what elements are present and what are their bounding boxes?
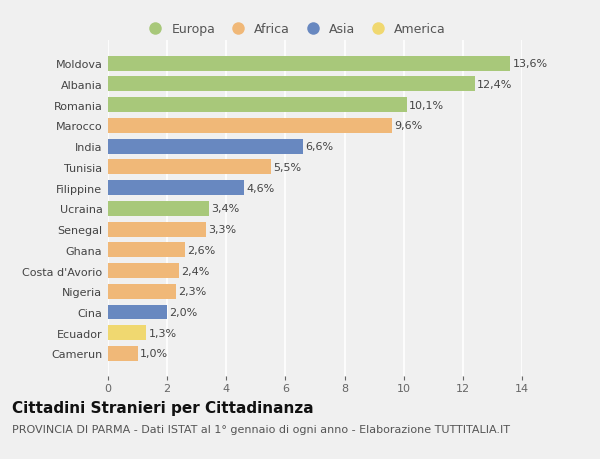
Bar [108, 56, 510, 72]
Bar [108, 243, 185, 257]
Bar [108, 98, 407, 113]
Text: 4,6%: 4,6% [247, 183, 275, 193]
Text: 9,6%: 9,6% [394, 121, 422, 131]
Text: 2,6%: 2,6% [187, 245, 215, 255]
Bar [108, 222, 206, 237]
Bar [108, 284, 176, 299]
Bar [108, 77, 475, 92]
Text: 1,3%: 1,3% [149, 328, 177, 338]
Bar [108, 160, 271, 175]
Bar [108, 346, 137, 361]
Bar [108, 325, 146, 341]
Text: 1,0%: 1,0% [140, 349, 168, 358]
Text: 2,3%: 2,3% [178, 286, 206, 297]
Text: 2,4%: 2,4% [181, 266, 210, 276]
Bar [108, 181, 244, 196]
Text: 3,4%: 3,4% [211, 204, 239, 214]
Text: 2,0%: 2,0% [170, 308, 198, 317]
Text: 12,4%: 12,4% [477, 80, 512, 90]
Bar [108, 118, 392, 134]
Text: 13,6%: 13,6% [512, 59, 548, 69]
Text: 6,6%: 6,6% [305, 142, 334, 152]
Text: 5,5%: 5,5% [273, 162, 301, 173]
Bar [108, 305, 167, 320]
Text: 3,3%: 3,3% [208, 224, 236, 235]
Bar [108, 263, 179, 278]
Bar [108, 140, 303, 154]
Bar [108, 202, 209, 216]
Legend: Europa, Africa, Asia, America: Europa, Africa, Asia, America [140, 21, 448, 39]
Text: PROVINCIA DI PARMA - Dati ISTAT al 1° gennaio di ogni anno - Elaborazione TUTTIT: PROVINCIA DI PARMA - Dati ISTAT al 1° ge… [12, 424, 510, 434]
Text: 10,1%: 10,1% [409, 101, 444, 110]
Text: Cittadini Stranieri per Cittadinanza: Cittadini Stranieri per Cittadinanza [12, 400, 314, 415]
